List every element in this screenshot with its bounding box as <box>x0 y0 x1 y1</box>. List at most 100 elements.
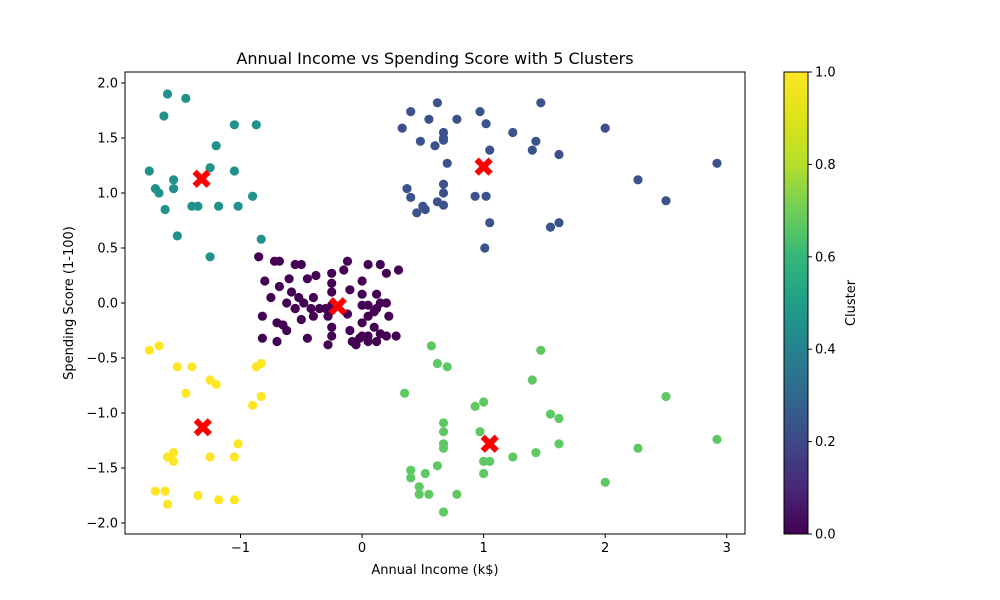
scatter-point <box>355 333 365 343</box>
scatter-point <box>545 409 556 419</box>
scatter-point <box>438 427 449 437</box>
scatter-point <box>211 379 221 389</box>
scatter-point <box>381 331 391 341</box>
scatter-point <box>438 443 449 453</box>
centroids-layer <box>192 157 499 453</box>
y-tick-label: 1.5 <box>97 132 118 147</box>
scatter-point <box>363 336 373 347</box>
scatter-point <box>256 358 266 369</box>
scatter-point <box>306 303 316 314</box>
scatter-point <box>308 292 318 303</box>
scatter-point <box>347 336 357 347</box>
scatter-point <box>251 120 261 130</box>
scatter-point <box>205 252 215 262</box>
scatter-point <box>162 499 173 509</box>
scatter-point <box>357 276 367 286</box>
scatter-point <box>600 123 610 133</box>
scatter-point <box>661 196 671 206</box>
scatter-point <box>432 358 442 369</box>
y-tick-label: 0.0 <box>97 297 118 312</box>
scatter-point <box>393 265 404 275</box>
y-axis: −2.0 −1.5 −1.0 −0.5 0.0 0.5 1.0 1.5 2.0 <box>86 77 125 532</box>
y-tick-label: −1.0 <box>86 407 118 422</box>
scatter-point <box>438 188 449 198</box>
scatter-point <box>321 303 331 314</box>
scatter-point <box>438 179 449 189</box>
scatter-point <box>470 401 480 411</box>
scatter-point <box>420 204 430 215</box>
scatter-point <box>363 300 373 310</box>
scatter-point <box>633 443 643 453</box>
x-tick-label: −1 <box>231 541 250 556</box>
scatter-point <box>282 325 292 336</box>
scatter-point <box>286 287 297 297</box>
y-axis-label: Spending Score (1-100) <box>62 226 77 380</box>
scatter-point <box>327 268 337 278</box>
scatter-point <box>475 107 485 117</box>
scatter-point <box>554 439 564 449</box>
scatter-point <box>327 331 337 341</box>
scatter-point <box>302 274 312 284</box>
scatter-point <box>345 325 355 336</box>
scatter-point <box>229 166 239 176</box>
scatter-point <box>248 191 258 201</box>
scatter-point <box>169 175 179 185</box>
scatter-point <box>248 400 258 410</box>
scatter-point <box>159 111 169 121</box>
scatter-point <box>485 218 495 228</box>
scatter-point <box>424 489 434 499</box>
centroid-marker <box>328 297 347 316</box>
scatter-point <box>531 448 541 458</box>
scatter-point <box>162 89 173 99</box>
scatter-point <box>485 456 495 466</box>
scatter-point <box>172 231 182 241</box>
scatter-point <box>438 135 449 145</box>
y-tick-label: −0.5 <box>86 352 118 367</box>
colorbar-ticks: 0.0 0.2 0.4 0.6 0.8 1.0 <box>808 66 836 543</box>
scatter-point <box>144 166 154 176</box>
scatter-point <box>480 243 490 253</box>
scatter-point <box>536 98 546 108</box>
centroid-marker <box>474 157 493 176</box>
scatter-point <box>272 336 282 347</box>
colorbar-label: Cluster <box>844 279 859 326</box>
scatter-point <box>545 222 556 232</box>
scatter-point <box>345 285 355 295</box>
scatter-point <box>357 318 367 328</box>
colorbar-tick-label: 0.0 <box>815 528 836 543</box>
colorbar <box>783 71 809 535</box>
scatter-point <box>181 93 191 103</box>
scatter-point <box>430 141 440 151</box>
y-tick-label: 2.0 <box>97 77 118 92</box>
scatter-point <box>284 274 294 284</box>
scatter-point <box>372 336 382 347</box>
scatter-point <box>363 259 373 270</box>
scatter-point <box>479 468 489 479</box>
x-tick-label: 3 <box>723 541 731 556</box>
scatter-point <box>266 292 276 303</box>
scatter-point <box>187 362 197 372</box>
scatter-point <box>426 341 436 351</box>
scatter-point <box>438 507 449 517</box>
y-tick-label: −2.0 <box>86 517 118 532</box>
scatter-point <box>531 136 541 146</box>
scatter-point <box>527 375 537 385</box>
scatter-point <box>339 265 349 275</box>
scatter-point <box>414 482 424 492</box>
scatter-point <box>406 473 416 483</box>
colorbar-tick-label: 1.0 <box>815 66 836 81</box>
scatter-point <box>311 270 321 281</box>
scatter-point <box>508 127 518 138</box>
colorbar-tick-label: 0.2 <box>815 435 836 450</box>
scatter-point <box>479 397 489 407</box>
scatter-point <box>260 276 270 286</box>
scatter-point <box>400 388 410 398</box>
y-tick-label: −1.5 <box>86 462 118 477</box>
scatter-point <box>257 333 267 343</box>
centroid-marker <box>480 434 499 453</box>
scatter-point <box>438 200 449 210</box>
scatter-point <box>342 256 353 266</box>
points-layer <box>144 89 722 517</box>
scatter-point <box>438 418 449 428</box>
